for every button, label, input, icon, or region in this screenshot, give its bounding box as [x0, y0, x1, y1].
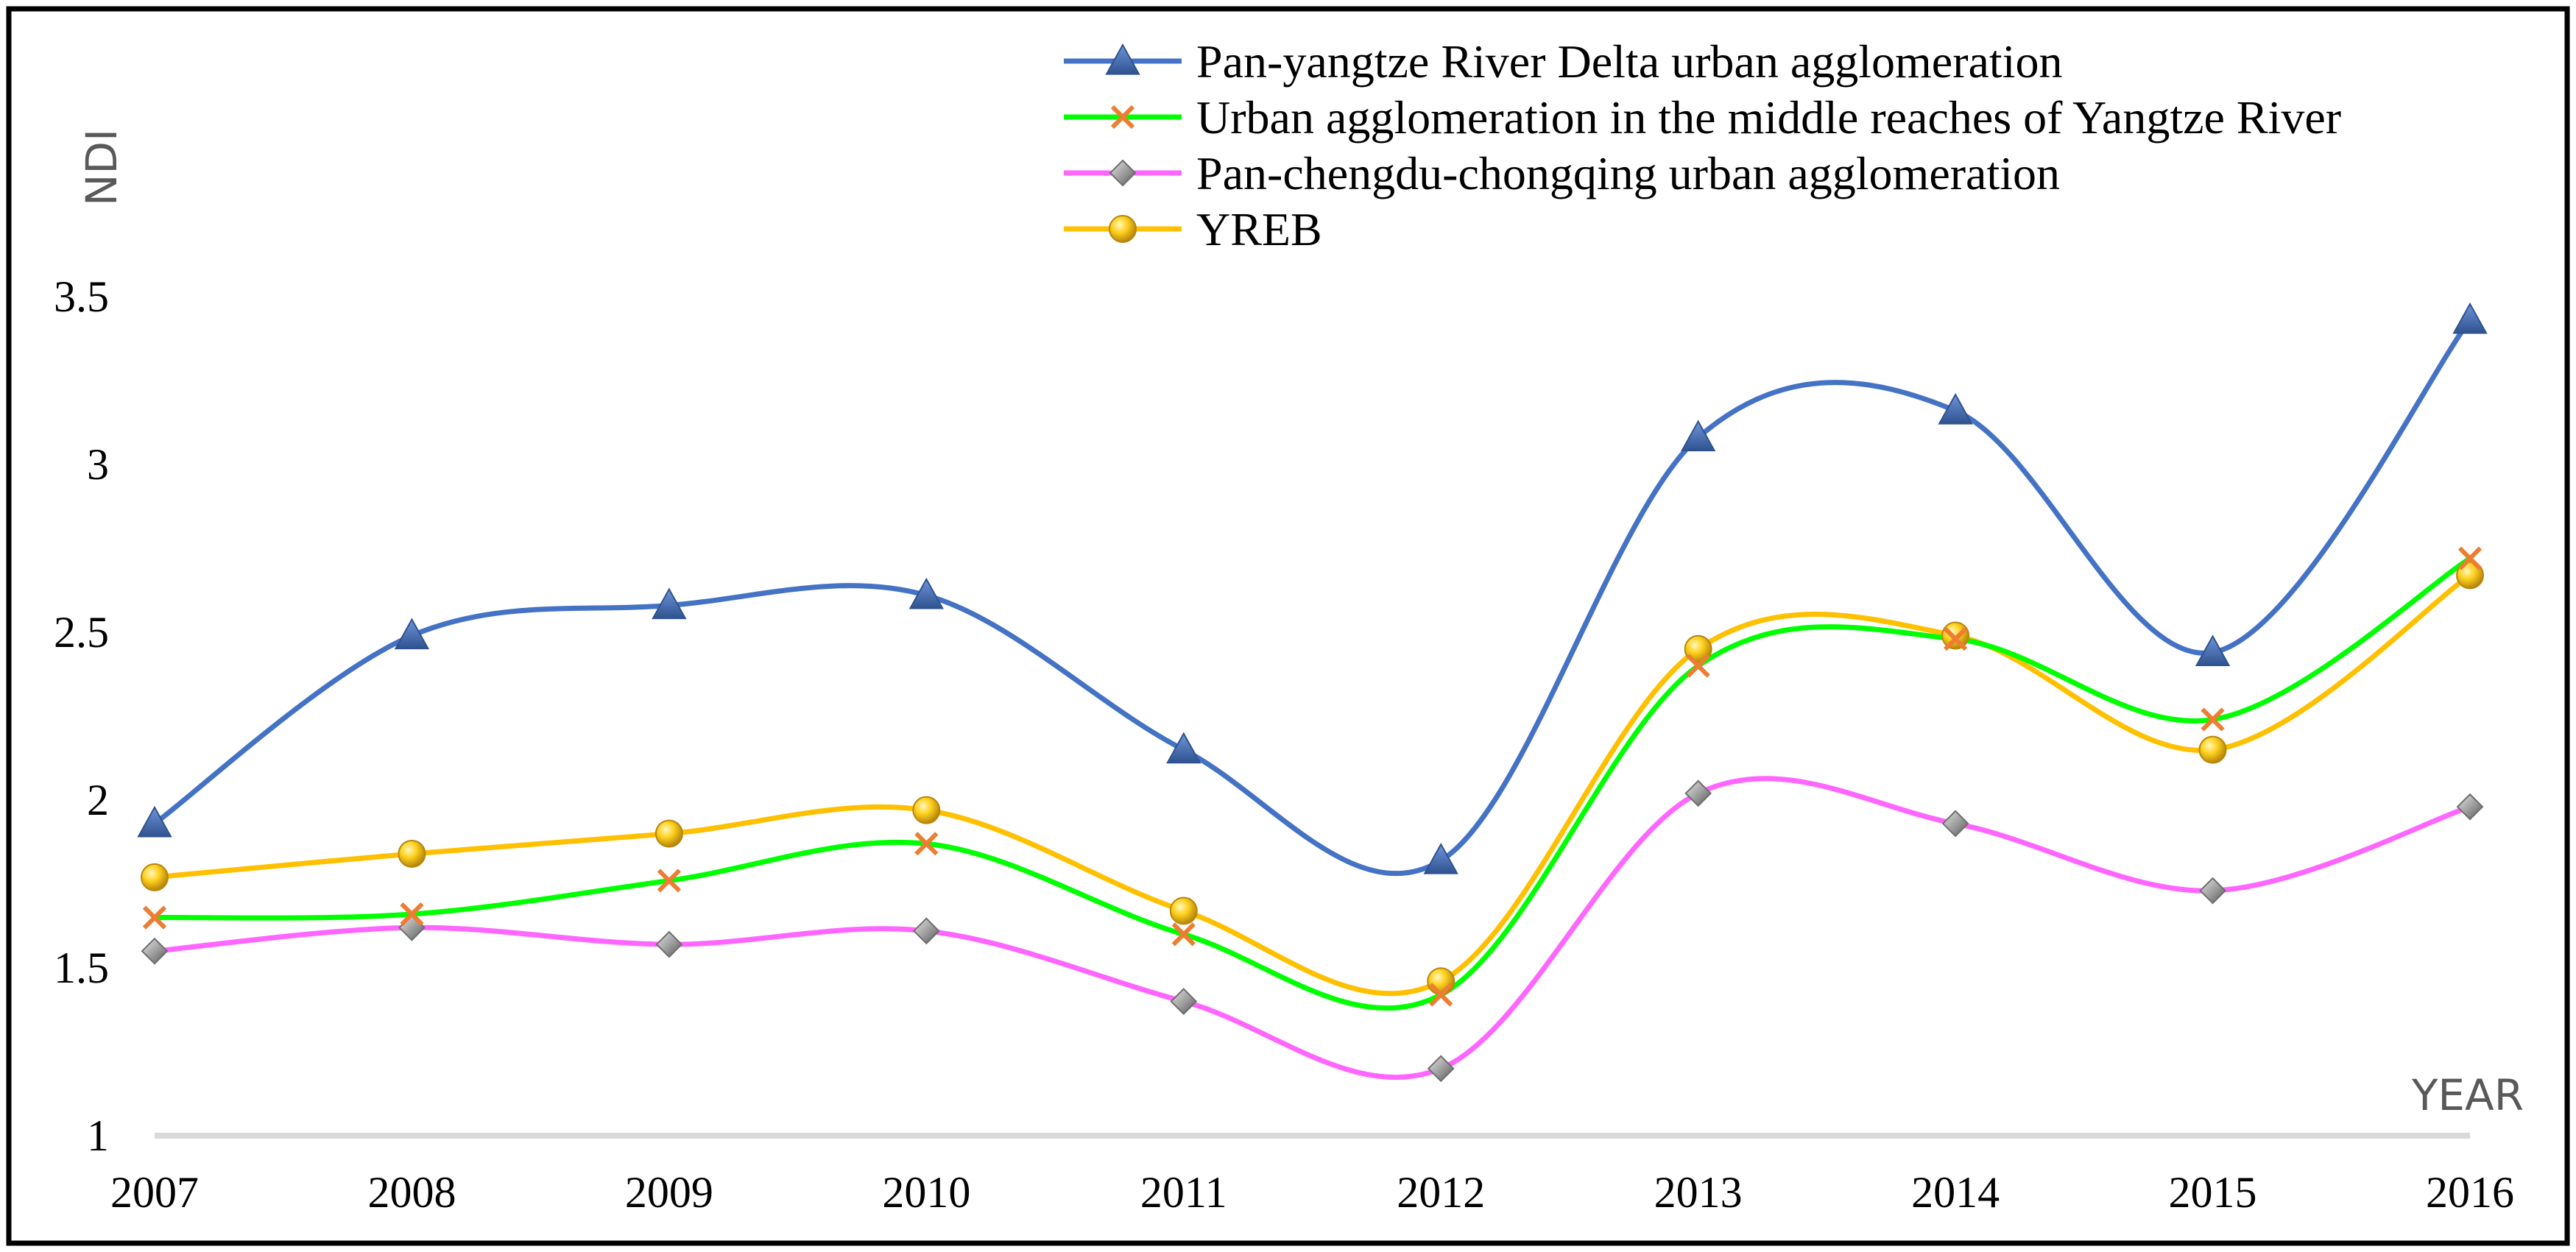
series-1-point — [657, 869, 682, 893]
series-1-point — [2201, 707, 2225, 732]
series-3-point — [654, 819, 683, 848]
x-tick-label: 2015 — [2169, 1168, 2257, 1217]
series-2-point — [1427, 1055, 1455, 1083]
series-line-2 — [154, 776, 2471, 1081]
series-1-point-stroke-b — [2457, 546, 2483, 570]
legend-label: Urban agglomeration in the middle reache… — [1196, 91, 2341, 144]
series-1-point — [1171, 922, 1196, 947]
series-1-point — [1429, 983, 1453, 1007]
series-2-point — [2199, 877, 2226, 905]
legend-swatch-marker-stroke-b — [1110, 105, 1135, 130]
y-axis-title: NDI — [77, 129, 127, 206]
series-0-point — [1423, 843, 1458, 874]
series-1-point — [2457, 546, 2483, 570]
series-0-point — [908, 577, 945, 609]
legend-label: Pan-chengdu-chongqing urban agglomeratio… — [1196, 147, 2060, 199]
x-tick-label: 2010 — [882, 1168, 970, 1217]
series-2-point — [912, 917, 940, 945]
series-1-point-stroke-b — [1943, 626, 1968, 651]
series-3-point — [2198, 735, 2227, 764]
series-1-point-stroke-b — [1429, 983, 1453, 1007]
series-line-0 — [152, 318, 2472, 877]
x-tick-label: 2011 — [1140, 1168, 1227, 1217]
series-line-1 — [154, 556, 2471, 1011]
series-1-point — [400, 902, 424, 927]
series-2-point — [2456, 793, 2484, 821]
series-1-point-stroke-b — [657, 869, 682, 893]
x-tick-label: 2008 — [367, 1168, 456, 1217]
series-0-point — [652, 587, 687, 620]
series-2-point — [1941, 810, 1969, 838]
series-2-point — [1684, 779, 1712, 807]
series-2-point — [141, 937, 169, 965]
x-tick-label: 2009 — [625, 1168, 713, 1217]
series-2-point — [655, 930, 683, 958]
x-axis-title: YEAR — [2411, 1070, 2524, 1120]
x-tick-label: 2007 — [110, 1168, 199, 1217]
legend-swatch-marker — [1109, 159, 1137, 187]
legend-label: YREB — [1196, 203, 1322, 255]
series-0-point — [394, 618, 430, 650]
series-3-point — [398, 839, 426, 868]
series-2-point — [1170, 988, 1198, 1016]
series-0-point — [137, 805, 172, 838]
series-0-point — [2452, 302, 2488, 334]
y-tick-label: 2.5 — [54, 608, 109, 657]
series-1-point — [1686, 654, 1710, 678]
x-tick-label: 2014 — [1911, 1168, 2000, 1217]
y-tick-label: 3.5 — [54, 272, 109, 321]
series-3-point — [1684, 634, 1712, 663]
y-tick-label: 3 — [87, 440, 109, 489]
series-3-point — [1427, 967, 1455, 996]
series-line-3 — [154, 573, 2471, 997]
x-tick-label: 2012 — [1397, 1168, 1485, 1217]
legend-swatch-marker — [1109, 215, 1137, 243]
series-1-point — [1943, 626, 1968, 651]
series-3-point — [1169, 896, 1198, 925]
series-0-point — [1680, 420, 1716, 452]
series-1-point-stroke-b — [142, 905, 167, 930]
legend-swatch-marker — [1110, 105, 1135, 130]
series-1-point-stroke-b — [914, 832, 939, 856]
series-3-point — [2456, 561, 2484, 590]
series-0-point — [1166, 732, 1201, 764]
series-0-point — [2195, 634, 2231, 666]
x-tick-label: 2016 — [2426, 1168, 2514, 1217]
series-1-point-stroke-b — [400, 902, 424, 927]
series-1-point-stroke-b — [2201, 707, 2225, 732]
legend-swatch-marker — [1105, 43, 1140, 75]
series-layer — [137, 302, 2488, 1083]
series-3-point — [141, 863, 169, 891]
series-1-point — [142, 905, 167, 930]
y-tick-label: 2 — [87, 776, 109, 824]
legend: Pan-yangtze River Delta urban agglomerat… — [1064, 35, 2341, 255]
series-1-point-stroke-b — [1171, 922, 1196, 947]
series-3-point — [912, 796, 941, 824]
series-3-point — [1941, 621, 1970, 650]
legend-label: Pan-yangtze River Delta urban agglomerat… — [1196, 35, 2062, 88]
y-tick-label: 1.5 — [54, 944, 109, 992]
x-tick-label: 2013 — [1654, 1168, 1743, 1217]
y-tick-label: 1 — [87, 1111, 109, 1160]
series-1-point — [914, 832, 939, 856]
series-1-point-stroke-b — [1686, 654, 1710, 678]
series-0-point — [1938, 392, 1973, 425]
axes: 1 1.5 2 2.5 3 3.5 2007 2008 2009 2010 2011 2012 2013… — [54, 272, 2514, 1217]
